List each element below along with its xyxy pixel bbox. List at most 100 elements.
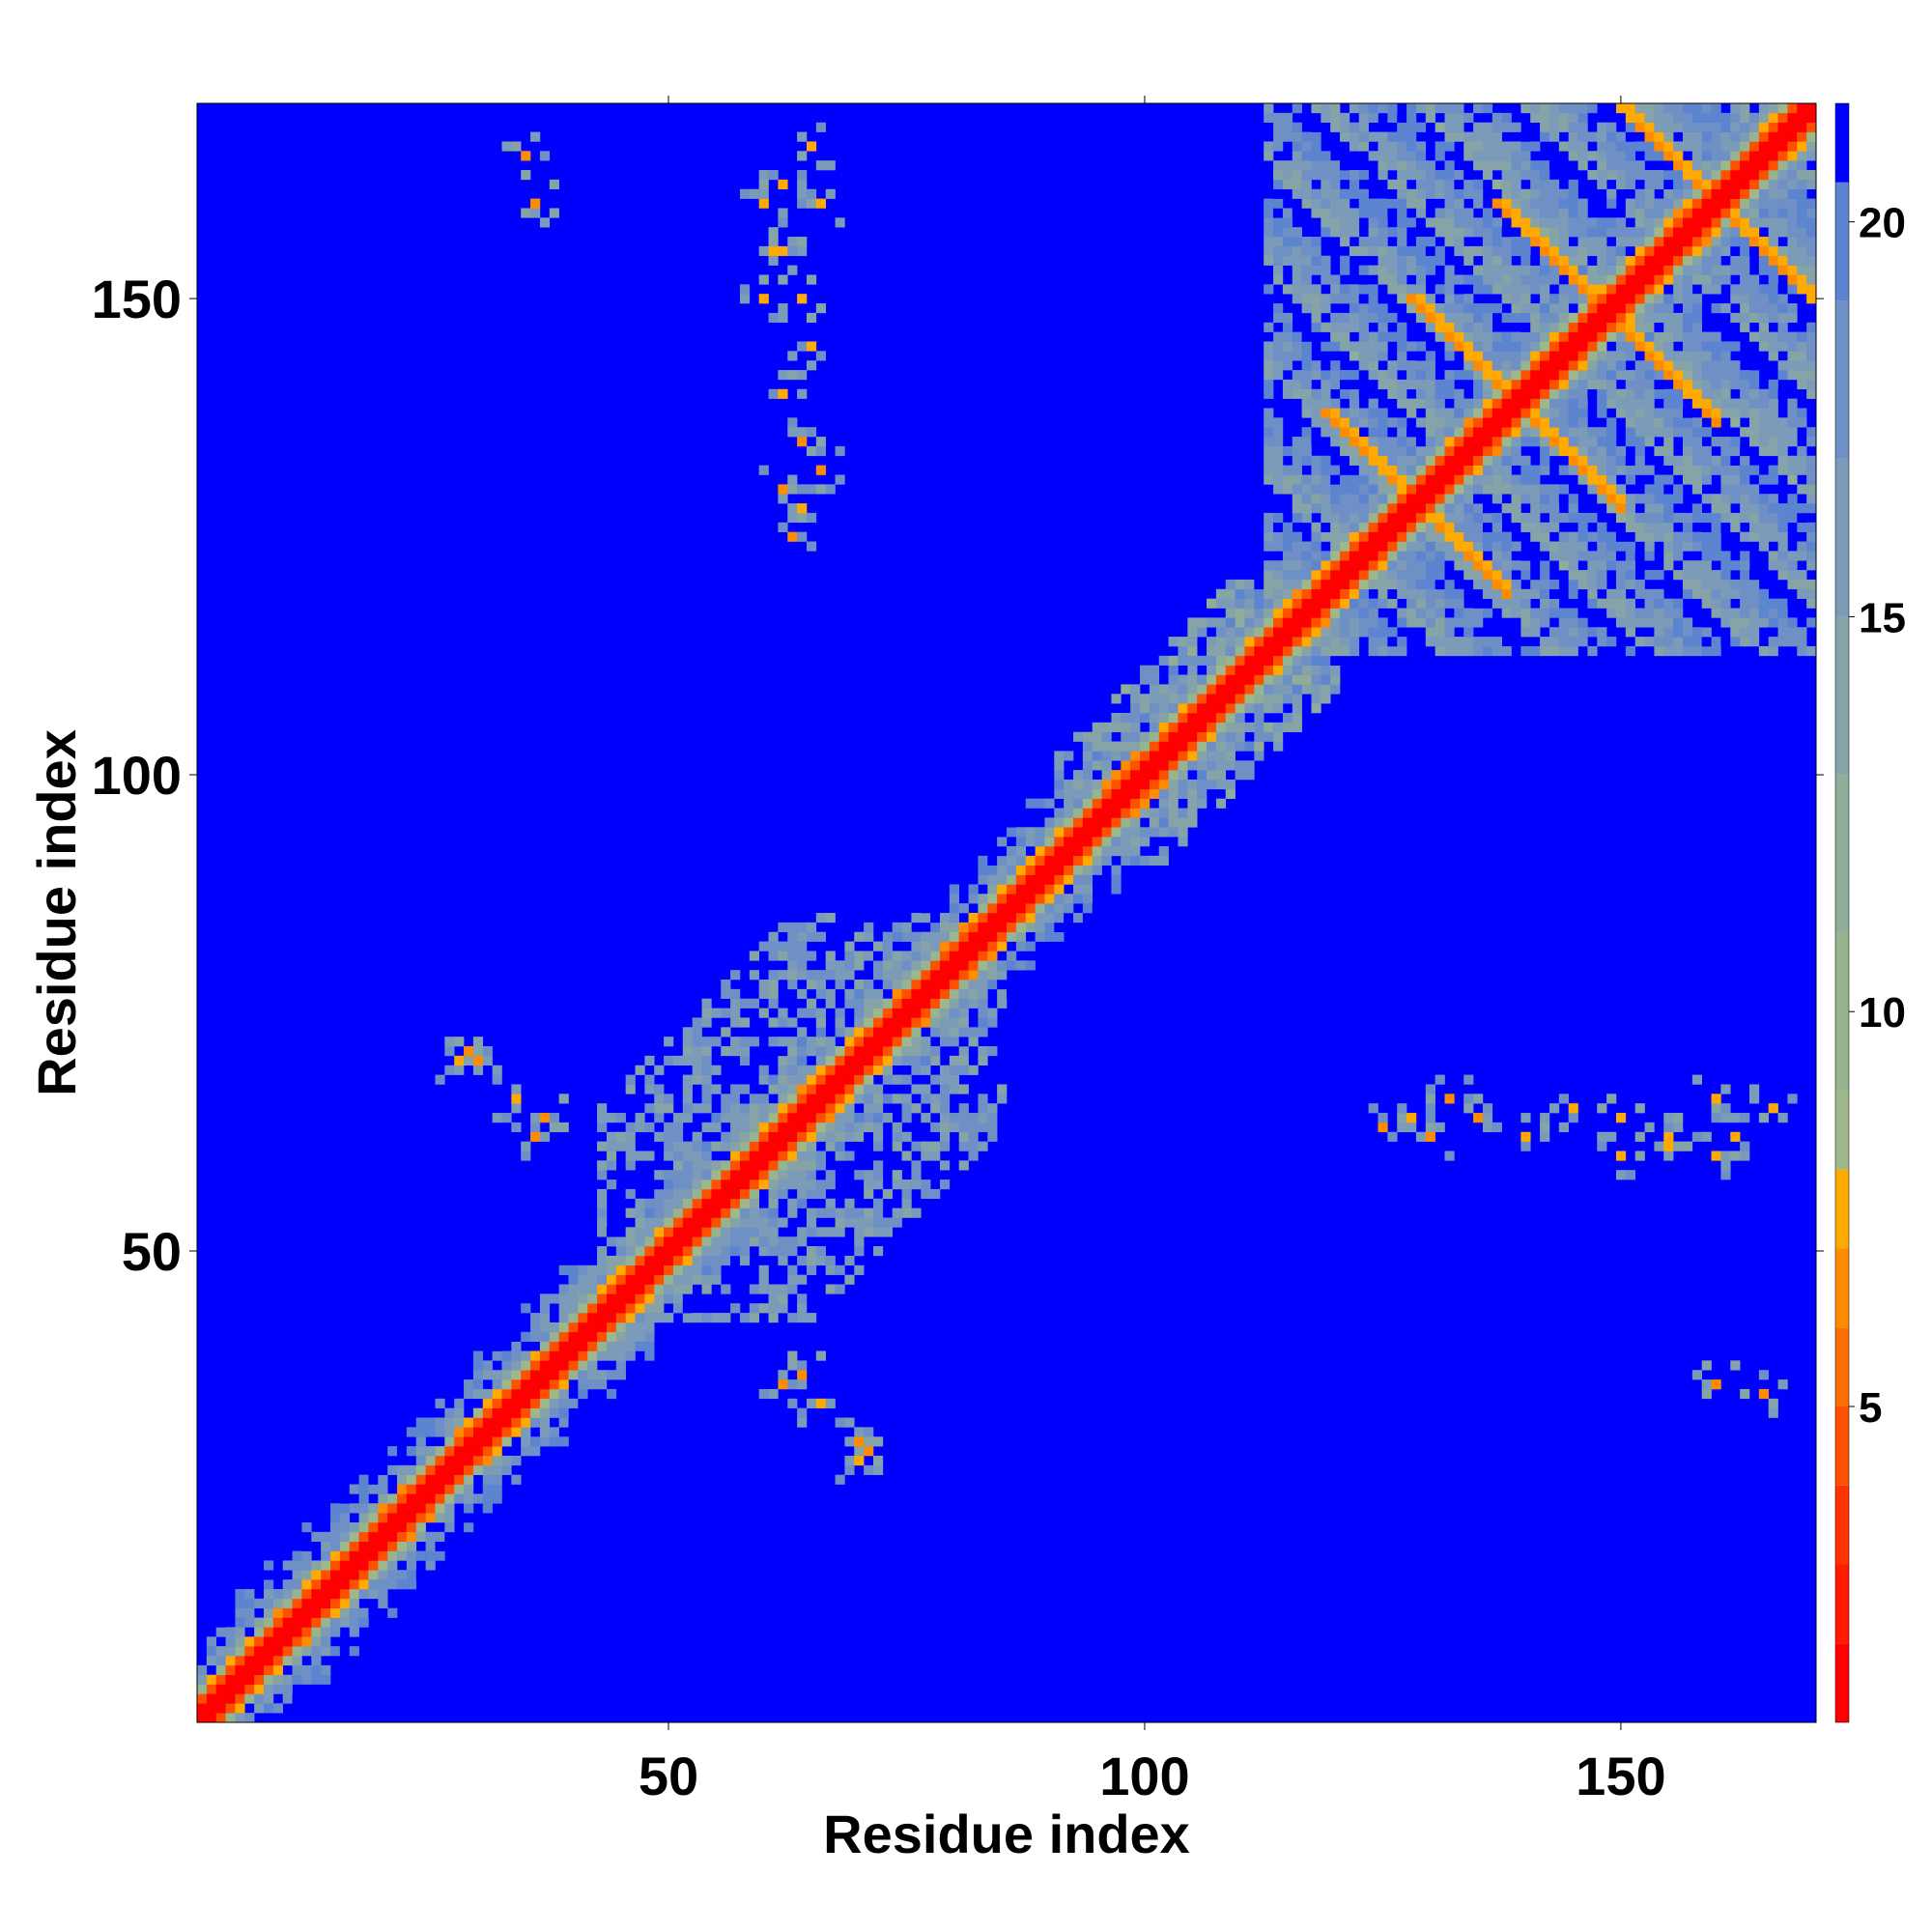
heatmap-cell [997,980,1008,990]
heatmap-cell [672,1236,684,1247]
heatmap-cell [1777,598,1788,609]
heatmap-cell [1682,284,1693,295]
heatmap-cell [1644,398,1655,409]
heatmap-cell [435,1417,445,1428]
heatmap-cell [1044,837,1055,847]
heatmap-cell [1330,417,1341,428]
heatmap-cell [1577,531,1588,542]
heatmap-cell [1111,827,1122,838]
heatmap-cell [778,951,788,961]
heatmap-cell [701,1103,712,1114]
heatmap-cell [1425,160,1435,171]
heatmap-cell [1615,237,1627,247]
heatmap-cell [872,1017,884,1028]
heatmap-cell [1606,484,1617,495]
heatmap-cell [1711,494,1721,504]
heatmap-cell [1330,341,1341,352]
heatmap-cell [1758,179,1770,190]
heatmap-cell [1330,531,1341,542]
heatmap-cell [1378,322,1388,332]
heatmap-cell [587,1303,598,1314]
heatmap-cell [1463,627,1474,638]
heatmap-cell [672,1293,684,1304]
heatmap-cell [1673,531,1684,542]
heatmap-cell [815,465,826,475]
heatmap-cell [787,1274,798,1285]
heatmap-cell [1758,141,1770,152]
heatmap-cell [1663,598,1674,609]
heatmap-cell [797,170,808,181]
heatmap-cell [587,1246,598,1257]
heatmap-cell [1673,427,1684,438]
heatmap-cell [987,960,998,971]
heatmap-cell [1634,274,1645,285]
heatmap-cell [292,1655,302,1666]
heatmap-cell [415,1455,426,1466]
heatmap-cell [1311,541,1321,552]
heatmap-cell [1340,427,1350,438]
heatmap-cell [1530,303,1541,314]
heatmap-cell [1073,874,1084,885]
heatmap-cell [1406,437,1417,447]
heatmap-cell [644,1208,655,1218]
heatmap-cell [1387,131,1398,142]
heatmap-cell [892,1170,902,1180]
heatmap-cell [1435,560,1445,571]
heatmap-cell [1454,331,1464,342]
heatmap-cell [768,1103,779,1114]
heatmap-cell [1101,741,1112,752]
heatmap-cell [1197,684,1208,695]
heatmap-cell [1215,617,1227,628]
heatmap-cell [768,980,779,990]
heatmap-cell [606,1236,617,1247]
heatmap-cell [1577,465,1588,475]
heatmap-cell [1768,151,1778,161]
heatmap-cell [1463,398,1474,409]
heatmap-cell [539,1388,551,1400]
heatmap-cell [1730,294,1741,304]
heatmap-cell [1092,845,1102,857]
heatmap-cell [1597,379,1607,390]
heatmap-cell [1301,160,1312,171]
heatmap-cell [406,1550,417,1561]
heatmap-cell [1663,522,1674,532]
heatmap-cell [1264,341,1274,352]
heatmap-cell [787,1313,798,1323]
heatmap-cell [1682,303,1693,314]
heatmap-cell [597,1264,608,1275]
heatmap-cell [664,1122,674,1133]
heatmap-cell [1606,331,1617,342]
heatmap-cell [1330,331,1341,342]
heatmap-cell [825,1179,836,1190]
heatmap-cell [672,1264,684,1275]
heatmap-cell [1301,331,1312,342]
heatmap-cell [1568,1113,1578,1123]
heatmap-cell [806,1188,817,1200]
heatmap-cell [644,1227,655,1237]
heatmap-cell [387,1446,398,1457]
heatmap-cell [1273,665,1284,675]
heatmap-cell [1406,294,1417,304]
heatmap-cell [1368,303,1378,314]
heatmap-cell [1397,179,1407,190]
heatmap-cell [1597,465,1607,475]
heatmap-cell [1711,151,1721,161]
heatmap-cell [749,951,759,961]
heatmap-cell [1634,103,1645,114]
heatmap-cell [235,1684,245,1694]
heatmap-cell [1492,227,1502,238]
heatmap-cell [864,1065,874,1075]
heatmap-cell [1349,551,1360,561]
heatmap-cell [768,1131,779,1142]
heatmap-cell [1197,788,1208,799]
heatmap-cell [1463,274,1474,285]
heatmap-cell [787,931,798,942]
heatmap-cell [1330,427,1341,438]
heatmap-cell [1064,903,1074,914]
heatmap-cell [1463,408,1474,418]
heatmap-cell [511,1094,522,1104]
heatmap-cell [1340,370,1350,381]
heatmap-cell [1082,855,1094,867]
heatmap-cell [272,1664,284,1676]
heatmap-cell [1406,370,1417,381]
